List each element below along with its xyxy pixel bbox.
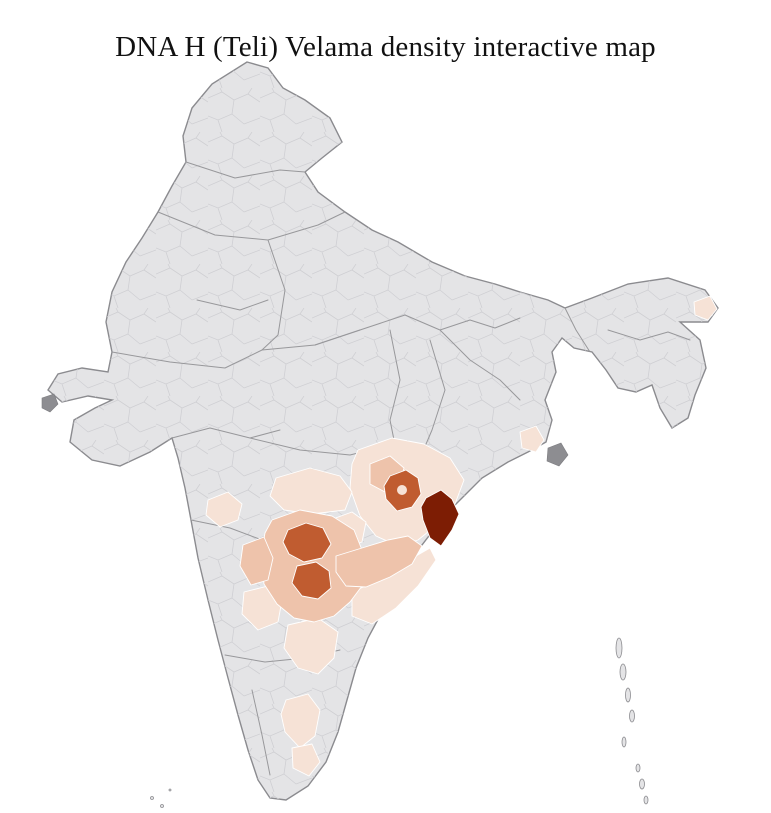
district[interactable] — [239, 536, 274, 586]
district[interactable] — [519, 425, 545, 453]
district[interactable] — [205, 491, 243, 528]
district[interactable] — [546, 442, 569, 467]
lakshadweep-islands — [150, 788, 172, 808]
district[interactable] — [335, 535, 423, 588]
page-title: DNA H (Teli) Velama density interactive … — [115, 31, 656, 64]
district[interactable] — [41, 393, 59, 413]
district[interactable] — [291, 561, 332, 600]
district[interactable] — [269, 467, 353, 515]
density-districts-high — [282, 469, 422, 600]
district[interactable] — [283, 617, 339, 675]
district[interactable] — [291, 743, 321, 777]
district[interactable] — [282, 522, 332, 563]
density-districts-highest — [420, 489, 460, 547]
district[interactable] — [280, 693, 321, 749]
district[interactable] — [420, 489, 460, 547]
andaman-nicobar-islands — [615, 637, 649, 805]
district[interactable] — [693, 295, 718, 321]
district-enclave[interactable] — [397, 485, 407, 495]
no-data-districts — [41, 393, 569, 467]
density-districts-low — [205, 295, 718, 777]
